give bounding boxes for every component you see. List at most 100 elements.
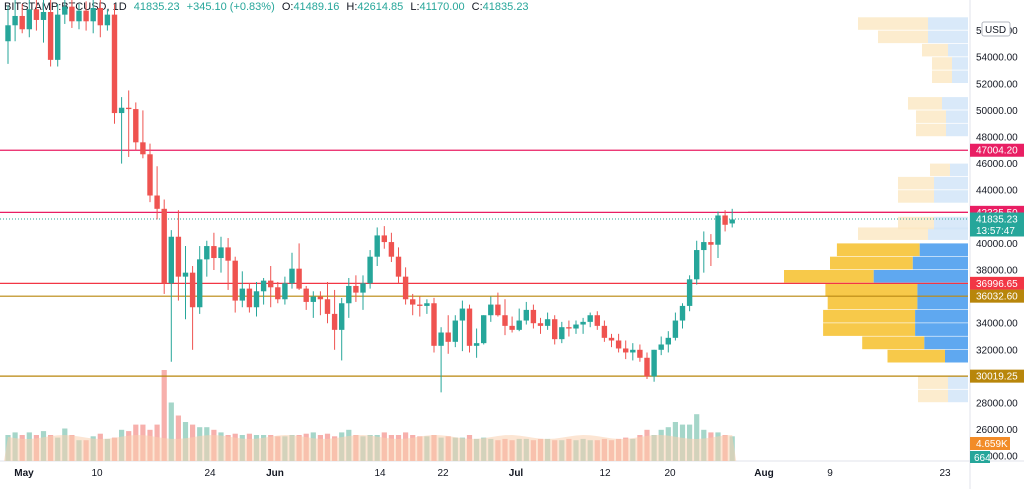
candle	[587, 312, 593, 328]
candle-body	[516, 320, 522, 330]
candle-body	[260, 280, 267, 292]
candle	[55, 4, 61, 67]
candle-body	[189, 272, 196, 308]
candle-body	[5, 25, 11, 42]
close-value: 41835.23	[482, 1, 529, 13]
candle	[367, 250, 373, 289]
candle-body	[623, 348, 629, 353]
candle-body	[76, 10, 82, 22]
volume-profile-bar-faint	[930, 163, 950, 177]
volume-profile-bar-down	[917, 283, 968, 296]
candle-body	[204, 246, 210, 260]
volume-profile-bar-faint	[928, 227, 968, 240]
candle-body	[90, 7, 96, 22]
level-tag-text: 36996.65	[976, 279, 1018, 290]
level-tag: 30019.25	[970, 369, 1024, 383]
candle-body	[324, 299, 331, 314]
candle-body	[69, 6, 75, 22]
volume-profile-bar-faint	[950, 163, 968, 177]
candle	[424, 299, 430, 314]
candle	[204, 240, 210, 277]
high-label: H:	[346, 1, 358, 13]
candle	[225, 238, 231, 290]
candle-body	[679, 305, 686, 321]
level-tag-text: 36032.60	[976, 292, 1018, 303]
candle	[40, 0, 47, 43]
candle-body	[438, 332, 444, 346]
low-value: 41170.00	[419, 1, 465, 13]
candle-body	[182, 272, 189, 277]
candle-body	[275, 287, 281, 300]
level-tag-text: 30019.25	[976, 372, 1018, 383]
candle	[601, 320, 608, 342]
time-tick-label: Aug	[754, 468, 773, 479]
current-price-bg	[970, 212, 1024, 237]
candle-body	[729, 219, 735, 224]
candle	[168, 230, 174, 362]
level-tag: 47004.20	[970, 143, 1024, 157]
level-tag: 36032.60	[970, 289, 1024, 303]
candle-body	[615, 340, 622, 349]
candle	[360, 275, 366, 310]
candle-body	[509, 325, 515, 330]
candle	[516, 308, 522, 332]
price-tick-label: 48000.00	[976, 133, 1018, 144]
candle-body	[637, 349, 643, 358]
candle-body	[701, 242, 707, 251]
candle	[97, 0, 103, 38]
candle-body	[33, 9, 40, 20]
candle-body	[40, 11, 47, 20]
price-change: +345.10 (+0.83%)	[186, 1, 275, 13]
level-tag-bg	[970, 143, 1024, 157]
price-tick-label: 24000.00	[976, 452, 1018, 463]
candle	[339, 297, 345, 361]
last-price: 41835.23	[133, 1, 180, 13]
volume-profile-bar-faint	[932, 70, 952, 83]
volume-profile-bar-faint	[934, 190, 968, 203]
currency-box	[981, 21, 1011, 37]
candle	[182, 246, 189, 320]
volume-profile-bar-faint	[942, 97, 968, 110]
candle-body	[530, 309, 537, 324]
volume-profile-bar-faint	[922, 43, 948, 57]
candle	[495, 292, 501, 317]
candle	[260, 277, 267, 305]
candle-body	[253, 291, 260, 308]
open-value: 41489.16	[293, 1, 340, 13]
candle	[324, 281, 331, 324]
candle-body	[353, 285, 359, 293]
volume-profile-bar-down	[912, 256, 968, 270]
candle-body	[296, 268, 302, 289]
candle-body	[672, 320, 679, 338]
bottom-tag-bg	[970, 451, 990, 463]
candle-body	[118, 107, 125, 114]
time-axis: May 10 24 Jun 14 22 Jul 12 20 Aug 9 23	[14, 468, 951, 479]
candle	[417, 296, 423, 317]
candle	[289, 252, 295, 289]
candle	[104, 9, 111, 31]
candle-body	[140, 142, 146, 155]
candle	[608, 333, 615, 348]
volume-profile-bar-down	[945, 349, 968, 363]
candle	[630, 343, 636, 361]
candle-body	[587, 315, 593, 322]
bar-countdown: 13:57:47	[976, 226, 1015, 237]
candle	[197, 246, 203, 314]
candle-body	[232, 260, 238, 301]
candle	[5, 5, 11, 64]
candle-body	[126, 107, 132, 110]
candle-body	[381, 235, 387, 243]
volume-profile-bar-up	[825, 283, 918, 296]
candle-body	[417, 304, 423, 306]
volume-profile-bar-faint	[928, 30, 968, 44]
candle-body	[594, 315, 600, 326]
candle-body	[303, 288, 309, 302]
time-tick-label: Jun	[266, 468, 284, 479]
volume-profile-bar-faint	[934, 176, 968, 190]
volume-profile-bar-down	[873, 270, 968, 283]
candle	[623, 340, 629, 360]
candle-body	[459, 308, 466, 321]
candle	[686, 275, 693, 312]
level-tag: 36996.65	[970, 276, 1024, 290]
